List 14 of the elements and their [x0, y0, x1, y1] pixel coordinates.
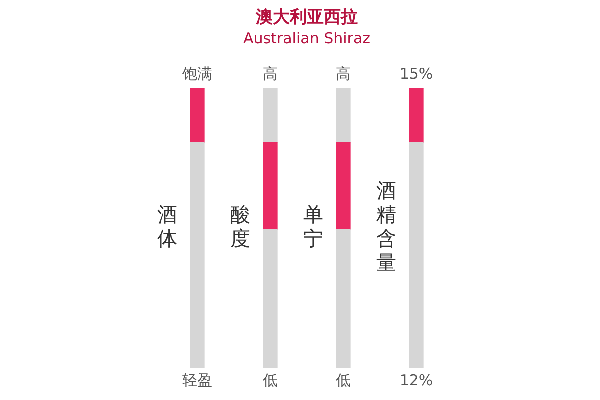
text: 15% [400, 64, 434, 83]
text: 12% [400, 371, 434, 390]
text: 低 [263, 371, 278, 390]
x-tick-label: 酒精含量 [376, 178, 396, 274]
text: 低 [336, 371, 351, 390]
x-tick-label: 单宁 [304, 202, 324, 250]
text: 饱满 [182, 64, 212, 83]
x-tick-label: 酸度 [230, 202, 250, 250]
chart-subtitle: Australian Shiraz [243, 29, 371, 48]
chart-title: 澳大利亚西拉 [255, 8, 358, 28]
text: 高 [263, 64, 278, 83]
text: 轻盈 [182, 371, 212, 390]
text: 高 [336, 64, 351, 83]
x-tick-label: 酒体 [158, 202, 178, 250]
